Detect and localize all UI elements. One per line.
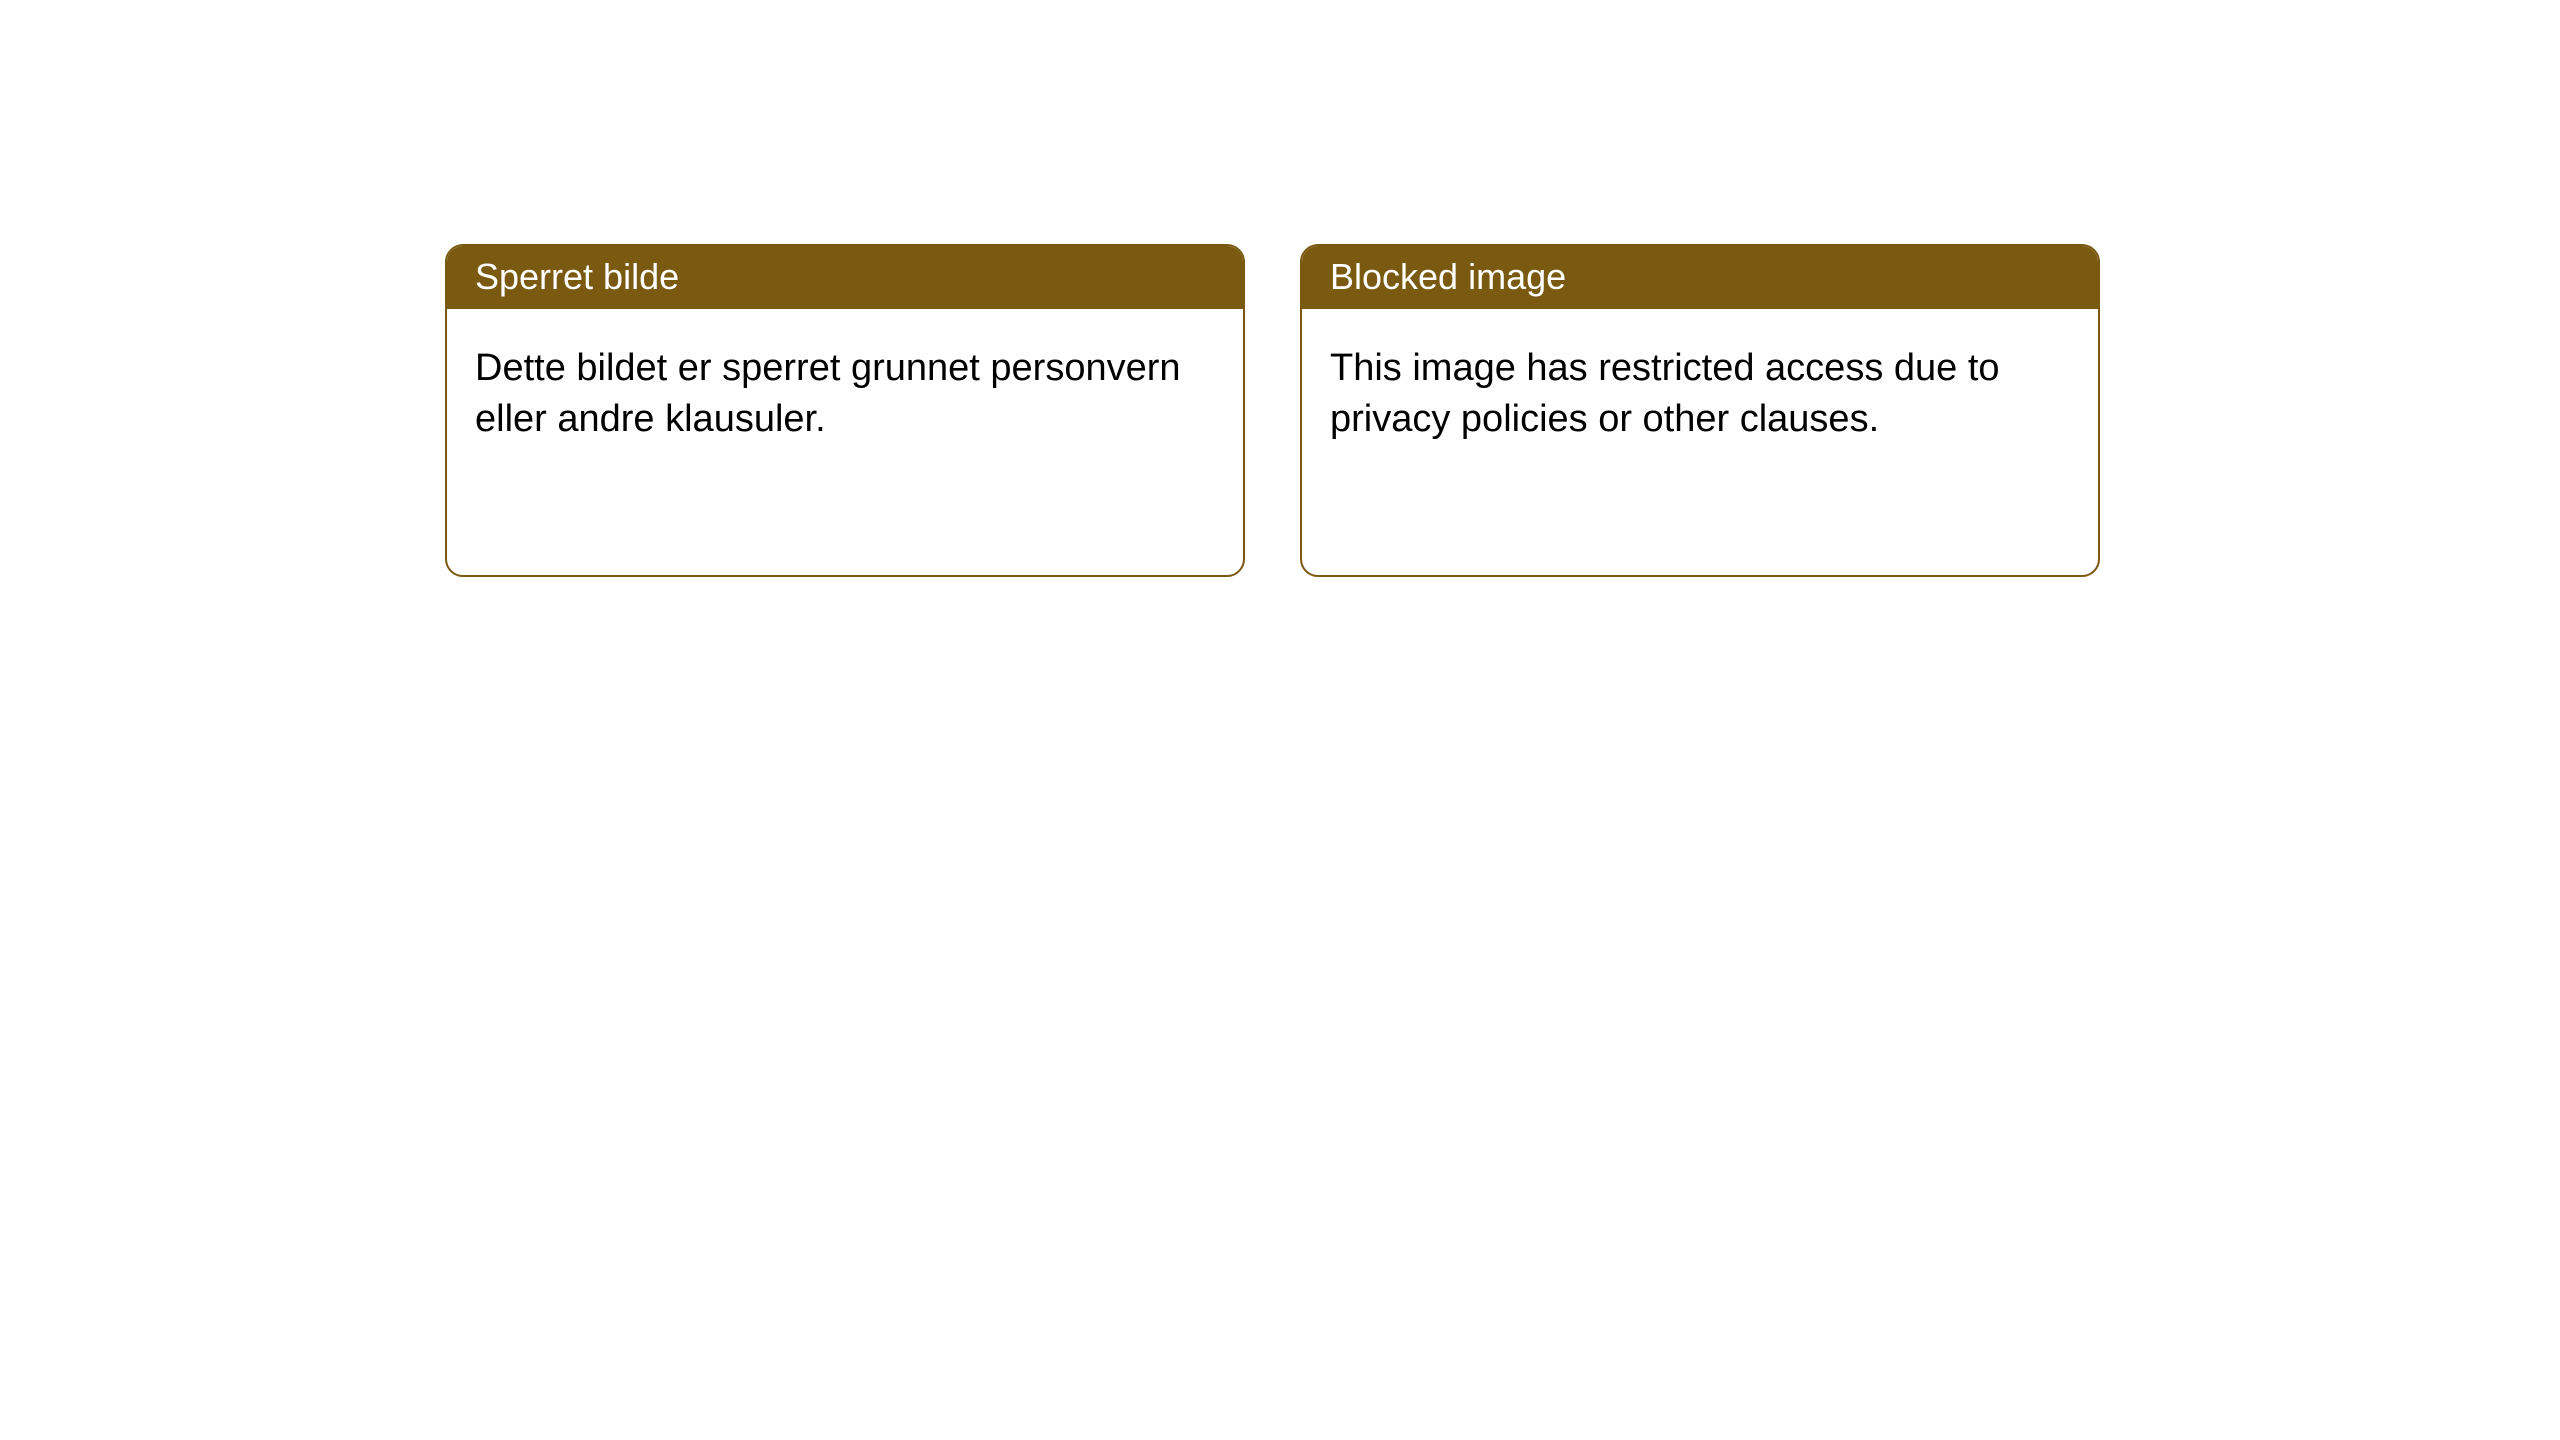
card-body-text: This image has restricted access due to …: [1330, 347, 2000, 440]
card-body: This image has restricted access due to …: [1302, 309, 2098, 480]
card-title: Sperret bilde: [475, 256, 679, 297]
card-header: Sperret bilde: [447, 246, 1243, 309]
card-body-text: Dette bildet er sperret grunnet personve…: [475, 347, 1181, 440]
card-title: Blocked image: [1330, 256, 1566, 297]
notice-card-container: Sperret bilde Dette bildet er sperret gr…: [0, 0, 2560, 577]
card-header: Blocked image: [1302, 246, 2098, 309]
notice-card-norwegian: Sperret bilde Dette bildet er sperret gr…: [445, 244, 1245, 577]
notice-card-english: Blocked image This image has restricted …: [1300, 244, 2100, 577]
card-body: Dette bildet er sperret grunnet personve…: [447, 309, 1243, 480]
